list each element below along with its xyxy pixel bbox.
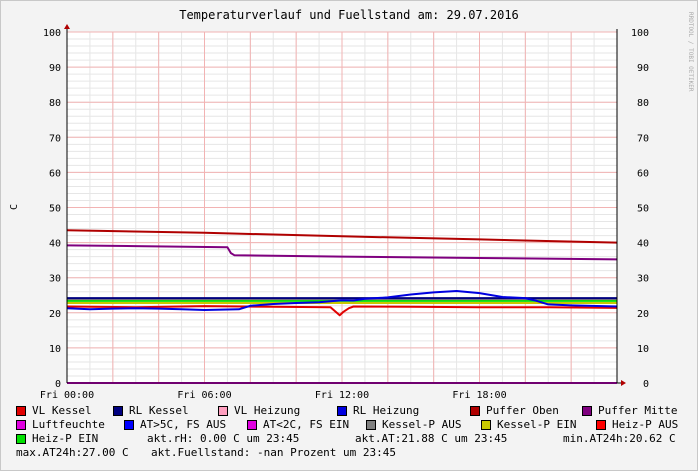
- y-axis-arrow: [64, 24, 70, 29]
- x-tick-label: Fri 12:00: [315, 390, 369, 400]
- legend-item-luftfeuchte: Luftfeuchte: [16, 418, 105, 432]
- legend-label: AT>5C, FS AUS: [140, 418, 227, 431]
- legend-label: VL Kessel: [32, 404, 92, 417]
- legend-swatch: [481, 420, 491, 430]
- y-tick-label-left: 90: [49, 63, 61, 74]
- x-tick-label: Fri 00:00: [40, 390, 94, 400]
- legend-row-3: Heiz-P EIN akt.rH: 0.00 C um 23:45 akt.A…: [16, 432, 696, 446]
- y-tick-label-left: 60: [49, 168, 61, 179]
- legend-row-2: Luftfeuchte AT>5C, FS AUS AT<2C, FS EIN …: [16, 418, 696, 432]
- legend-item-puffer-mitte: Puffer Mitte: [582, 404, 677, 418]
- legend-item-vl-kessel: VL Kessel: [16, 404, 92, 418]
- series-line: [66, 229, 618, 244]
- legend-label: AT<2C, FS EIN: [263, 418, 350, 431]
- legend-label: Heiz-P EIN: [32, 432, 99, 445]
- legend-swatch: [124, 420, 134, 430]
- legend-swatch: [366, 420, 376, 430]
- y-tick-label-left: 70: [49, 133, 61, 144]
- x-tick-label: Fri 18:00: [452, 390, 506, 400]
- legend-item-heiz-p-aus: Heiz-P AUS: [596, 418, 678, 432]
- info-rh: akt.rH: 0.00 C um 23:45: [147, 432, 300, 445]
- legend-swatch: [596, 420, 606, 430]
- y-tick-label-right: 30: [637, 274, 649, 285]
- legend-item-puffer-oben: Puffer Oben: [470, 404, 559, 418]
- legend-label: VL Heizung: [234, 404, 301, 417]
- y-tick-label-left: 80: [49, 98, 61, 109]
- legend-item-rl-kessel: RL Kessel: [113, 404, 189, 418]
- y-tick-label-left: 50: [49, 204, 61, 215]
- legend-swatch: [582, 406, 592, 416]
- y-tick-label-right: 70: [637, 133, 649, 144]
- legend-label: RL Kessel: [129, 404, 189, 417]
- y-tick-label-right: 40: [637, 239, 649, 250]
- legend-item-kessel-p-ein: Kessel-P EIN: [481, 418, 576, 432]
- info-fuellstand: akt.Fuellstand: -nan Prozent um 23:45: [151, 446, 397, 459]
- legend-label: Kessel-P EIN: [497, 418, 577, 431]
- y-tick-label-right: 100: [631, 28, 649, 39]
- legend-item-kessel-p-aus: Kessel-P AUS: [366, 418, 461, 432]
- chart-title: Temperaturverlauf und Fuellstand am: 29.…: [179, 8, 519, 22]
- legend-label: Kessel-P AUS: [382, 418, 462, 431]
- info-at: akt.AT:21.88 C um 23:45: [355, 432, 508, 445]
- x-axis-arrow: [621, 380, 626, 386]
- y-tick-label-left: 20: [49, 309, 61, 320]
- legend-item-heiz-p-ein: Heiz-P EIN: [16, 432, 98, 446]
- legend-label: Heiz-P AUS: [612, 418, 679, 431]
- legend: VL Kessel RL Kessel VL Heizung RL Heizun…: [16, 404, 696, 460]
- x-tick-label: Fri 06:00: [177, 390, 231, 400]
- legend-swatch: [218, 406, 228, 416]
- y-tick-label-right: 10: [637, 344, 649, 355]
- info-max-at: max.AT24h:27.00 C: [16, 446, 129, 459]
- legend-swatch: [16, 420, 26, 430]
- legend-swatch: [247, 420, 257, 430]
- y-tick-label-left: 0: [55, 379, 61, 390]
- y-tick-label-left: 100: [43, 28, 61, 39]
- y-tick-label-right: 60: [637, 168, 649, 179]
- watermark: RRDTOOL / TOBI OETIKER: [687, 12, 694, 92]
- series-line: [66, 305, 618, 317]
- legend-swatch: [16, 434, 26, 444]
- y-tick-label-right: 90: [637, 63, 649, 74]
- chart-svg: 0 0 10 10 20 20 30 30 40 40 50 50 60 60 70 70 80 80 90 90 10…: [9, 24, 649, 400]
- legend-swatch: [113, 406, 123, 416]
- legend-label: RL Heizung: [353, 404, 420, 417]
- legend-item-at-fs-ein: AT<2C, FS EIN: [247, 418, 349, 432]
- y-tick-label-right: 80: [637, 98, 649, 109]
- series-line: [66, 244, 618, 261]
- y-tick-label-right: 0: [643, 379, 649, 390]
- legend-item-rl-heizung: RL Heizung: [337, 404, 419, 418]
- y-tick-label-right: 50: [637, 204, 649, 215]
- legend-label: Puffer Oben: [486, 404, 559, 417]
- y-tick-label-left: 30: [49, 274, 61, 285]
- y-axis-label: C: [9, 204, 20, 210]
- legend-swatch: [16, 406, 26, 416]
- y-tick-label-left: 10: [49, 344, 61, 355]
- legend-label: Luftfeuchte: [32, 418, 105, 431]
- series-line: [66, 290, 618, 311]
- legend-label: Puffer Mitte: [598, 404, 678, 417]
- legend-item-vl-heizung: VL Heizung: [218, 404, 300, 418]
- legend-swatch: [470, 406, 480, 416]
- y-tick-label-left: 40: [49, 239, 61, 250]
- y-tick-label-right: 20: [637, 309, 649, 320]
- info-min-at: min.AT24h:20.62 C: [563, 432, 676, 445]
- watermark-text: RRDTOOL / TOBI OETIKER: [687, 12, 694, 92]
- legend-row-1: VL Kessel RL Kessel VL Heizung RL Heizun…: [16, 404, 696, 418]
- legend-item-at-fs-aus: AT>5C, FS AUS: [124, 418, 226, 432]
- legend-row-4: max.AT24h:27.00 C akt.Fuellstand: -nan P…: [16, 446, 696, 460]
- legend-swatch: [337, 406, 347, 416]
